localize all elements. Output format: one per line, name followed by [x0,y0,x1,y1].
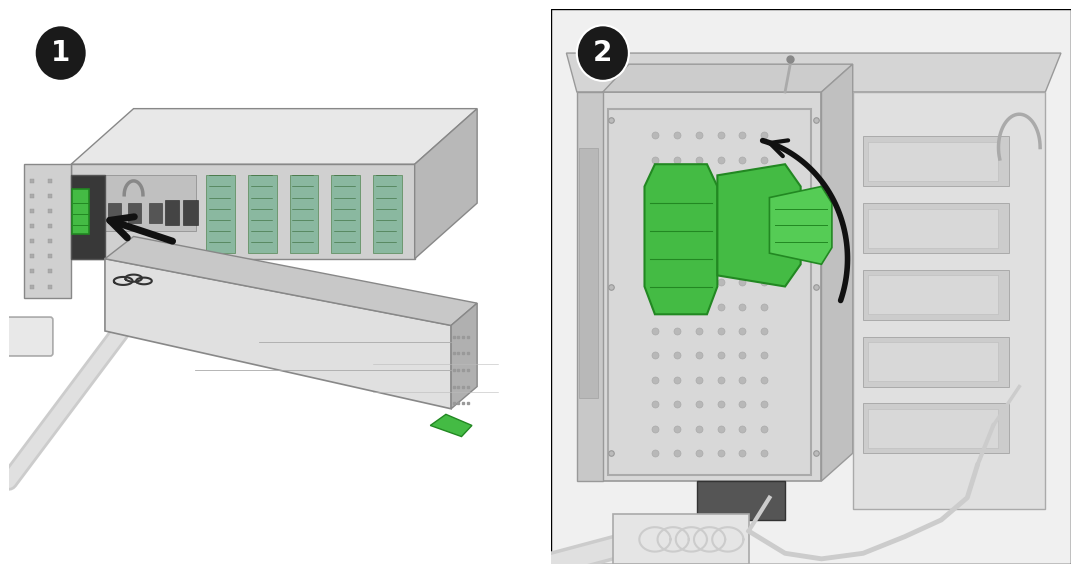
FancyBboxPatch shape [289,175,319,253]
FancyBboxPatch shape [373,175,402,253]
FancyBboxPatch shape [868,142,999,181]
FancyBboxPatch shape [863,403,1009,453]
Polygon shape [697,481,785,520]
Polygon shape [72,189,90,234]
Circle shape [35,25,86,81]
Polygon shape [105,259,451,409]
FancyBboxPatch shape [248,175,276,253]
Circle shape [577,25,629,81]
Polygon shape [24,164,71,297]
FancyBboxPatch shape [332,175,360,253]
Polygon shape [613,515,748,564]
FancyBboxPatch shape [863,203,1009,253]
Polygon shape [71,109,477,164]
FancyBboxPatch shape [103,175,197,231]
Polygon shape [566,53,1061,92]
FancyBboxPatch shape [868,276,999,314]
FancyBboxPatch shape [6,317,53,356]
Polygon shape [603,92,822,481]
Polygon shape [769,186,832,264]
FancyBboxPatch shape [108,203,121,222]
FancyBboxPatch shape [868,409,999,448]
FancyBboxPatch shape [551,9,1071,564]
Polygon shape [603,64,853,92]
Polygon shape [577,92,603,481]
FancyBboxPatch shape [863,270,1009,320]
FancyBboxPatch shape [863,136,1009,186]
FancyBboxPatch shape [868,342,999,381]
Polygon shape [451,303,477,409]
Polygon shape [645,164,717,314]
Polygon shape [822,64,853,481]
Polygon shape [71,164,415,259]
FancyBboxPatch shape [580,148,597,398]
Polygon shape [415,109,477,259]
FancyBboxPatch shape [863,336,1009,387]
FancyBboxPatch shape [206,175,235,253]
FancyBboxPatch shape [868,209,999,248]
Polygon shape [430,414,472,437]
Text: 2: 2 [593,39,612,67]
Polygon shape [853,92,1045,509]
FancyBboxPatch shape [165,201,179,225]
FancyBboxPatch shape [149,203,162,222]
Text: 1: 1 [51,39,70,67]
FancyBboxPatch shape [183,201,198,225]
Polygon shape [105,237,477,325]
Polygon shape [71,175,105,259]
Polygon shape [717,164,800,286]
FancyBboxPatch shape [129,203,141,222]
